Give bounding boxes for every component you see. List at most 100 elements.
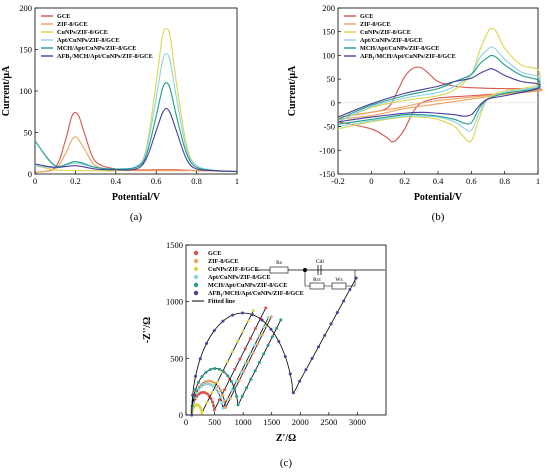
panel-c-data-point: [244, 361, 248, 365]
panel-c-data-point: [211, 384, 215, 388]
panel-a-xtick-label: 0.6: [151, 176, 162, 186]
panel-b-ytick-label: -50: [324, 122, 335, 132]
panel-c-data-point: [236, 339, 240, 343]
panel-c-data-point: [205, 392, 209, 396]
panel-c-xtick-label: 1500: [263, 417, 280, 427]
panel-c-data-point: [199, 384, 203, 388]
panel-b-ylabel: Current/μA: [287, 65, 298, 116]
panel-c-xtick-label: 3000: [349, 417, 366, 427]
panel-c-data-point: [354, 276, 358, 280]
circuit-rs-resistor: [269, 266, 289, 274]
panel-b-legend-label: MCH/Apt/CuNPs/ZIF-8/GCE: [360, 45, 439, 52]
panel-c-data-point: [235, 394, 239, 398]
panel-c-data-point: [238, 357, 242, 361]
panel-c-legend-marker: [193, 250, 199, 256]
panel-b-legend-label: ZIF-8/GCE: [360, 21, 391, 28]
circuit-rct-resistor: [309, 282, 325, 290]
panel-c-data-point: [348, 288, 352, 292]
panel-c-data-point: [216, 384, 220, 388]
panel-c-data-point: [210, 380, 214, 384]
panel-b-xtick-label: 0: [369, 176, 373, 186]
panel-c-data-point: [246, 360, 250, 364]
panel-c-data-point: [257, 360, 261, 364]
panel-c-fitted-line: [191, 317, 269, 416]
panel-c-data-point: [233, 367, 237, 371]
panel-c-data-point: [266, 343, 270, 347]
panel-b-ytick-label: -100: [319, 145, 335, 155]
panel-c-legend-marker: [193, 274, 199, 280]
panel-a-ytick-label: 100: [19, 86, 32, 96]
panel-b-legend-label: Apt/CuNPs/ZIF-8/GCE: [360, 37, 423, 44]
panel-a-series-line: [34, 112, 238, 173]
panel-a-xlabel: Potential/V: [112, 192, 161, 203]
panel-a-legend-label: GCE: [57, 13, 70, 20]
panel-c-data-point: [279, 318, 283, 322]
panel-b: -0.2 0 0.2 0.4 0.6 0.8 1 -150 -100 -50 0 50 100 150 20…: [287, 3, 543, 223]
panel-a-xtick-label: 0.2: [70, 176, 81, 186]
panel-c-data-point: [224, 406, 228, 410]
panel-b-series-line: [337, 68, 541, 123]
panel-c-data-point: [226, 360, 230, 364]
panel-c-legend-label: MCH/Apt/CuNPs/ZIF-8/GCE: [208, 282, 287, 289]
panel-c-data-point: [198, 357, 202, 361]
panel-c-data-point: [194, 374, 198, 378]
panel-b-xtick-label: 1: [536, 176, 540, 186]
panel-c-data-point: [222, 370, 226, 374]
panel-c-data-point: [220, 400, 224, 404]
panel-c-data-point: [229, 380, 233, 384]
panel-a-series-line: [34, 107, 238, 173]
panel-c-data-point: [248, 337, 252, 341]
panel-b-caption: (b): [432, 211, 445, 223]
panel-b-series-line: [337, 88, 543, 121]
panel-c-data-point: [191, 393, 195, 397]
panel-c-data-point: [251, 351, 255, 355]
panel-c-data-point: [214, 387, 218, 391]
panel-c-xtick-label: 0: [184, 417, 188, 427]
panel-a-legend-label: ZIF-8/GCE: [57, 21, 88, 28]
panel-c-legend-marker: [193, 258, 199, 264]
panel-c-xtick-label: 500: [208, 417, 221, 427]
panel-b-xtick-label: 0.6: [466, 176, 477, 186]
panel-c-data-point: [228, 397, 232, 401]
panel-a-xtick-label: 0.8: [191, 176, 202, 186]
panel-b-xtick-label: 0.8: [499, 176, 510, 186]
panel-b-legend-label: CuNPs/ZIF-8/GCE: [360, 29, 411, 36]
panel-c-data-point: [209, 397, 213, 401]
equivalent-circuit: Rs Cdl Rct Ws: [255, 259, 385, 290]
panel-c-data-point: [205, 401, 209, 405]
panel-c-data-point: [215, 380, 219, 384]
panel-c-data-point: [207, 379, 211, 383]
panel-c-legend-label: CuNPs/ZIF-8/GCE: [208, 266, 259, 273]
panel-c-legend-label: ZIF-8/GCE: [208, 258, 239, 265]
panel-c-data-point: [202, 383, 206, 387]
panel-c-data-point: [230, 388, 234, 392]
panel-c-data-point: [253, 326, 257, 330]
panel-c-data-point: [204, 370, 208, 374]
panel-c-data-point: [200, 411, 204, 415]
panel-a-legend-label: AFB1/MCH/Apt/CuNPs/ZIF-8/GCE: [57, 53, 153, 61]
panel-a-ytick-label: 150: [19, 45, 32, 55]
panel-c-data-point: [212, 408, 216, 412]
panel-c-data-point: [266, 316, 270, 320]
panel-c-data-point: [242, 369, 246, 373]
panel-c-data-point: [210, 390, 214, 394]
panel-c-data-point: [245, 386, 249, 390]
panel-b-xtick-label: -0.2: [331, 176, 344, 186]
panel-c-legend-fit-label: Fitted line: [208, 298, 235, 305]
panel-b-legend-label: GCE: [360, 13, 373, 20]
panel-c-data-point: [264, 306, 268, 310]
panel-c-data-point: [231, 313, 235, 317]
panel-b-ytick-label: 100: [322, 50, 335, 60]
panel-c-frame: [185, 244, 387, 416]
panel-c-data-point: [269, 315, 273, 319]
panel-b-xlabel: Potential/V: [414, 192, 463, 203]
panel-c-data-point: [225, 397, 229, 401]
panel-a-ytick-label: 50: [24, 128, 33, 138]
panel-c-data-point: [194, 387, 198, 391]
panel-c-data-point: [270, 335, 274, 339]
panel-c-data-point: [223, 388, 227, 392]
panel-c-data-point: [298, 379, 302, 383]
panel-c-data-point: [323, 333, 327, 337]
panel-b-ytick-label: 0: [331, 98, 335, 108]
panel-c-data-point: [226, 374, 230, 378]
